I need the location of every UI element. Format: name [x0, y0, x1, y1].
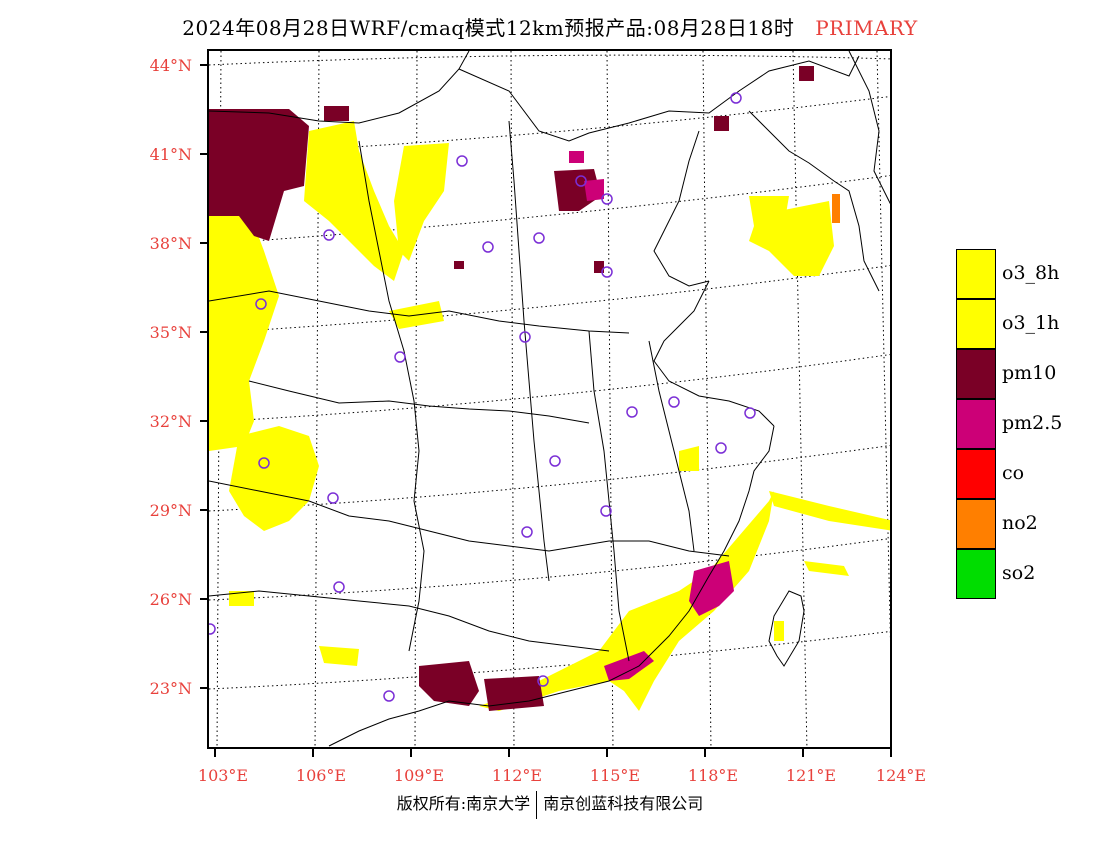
- legend-label: pm10: [1002, 362, 1057, 384]
- lon-label-121: 121°E: [785, 766, 837, 785]
- province-boundaries: [209, 51, 880, 747]
- legend-label: pm2.5: [1002, 412, 1063, 434]
- taiwan-outline: [768, 590, 805, 667]
- lon-label-103: 103°E: [197, 766, 249, 785]
- map-title-primary: PRIMARY: [815, 16, 918, 40]
- lat-tick: [200, 420, 208, 422]
- legend-label: o3_8h: [1002, 262, 1060, 284]
- pm10-regions: [209, 66, 814, 711]
- lat-label-41: 41°N: [149, 145, 192, 164]
- map-title: 2024年08月28日WRF/cmaq模式12km预报产品:08月28日18时 …: [0, 12, 1100, 41]
- coastline: [848, 51, 890, 205]
- lon-tick: [508, 749, 510, 757]
- lon-tick: [410, 749, 412, 757]
- lon-label-124: 124°E: [875, 766, 927, 785]
- legend-label: co: [1002, 462, 1025, 484]
- lon-label-118: 118°E: [687, 766, 739, 785]
- map-canvas: [209, 51, 890, 747]
- lat-tick: [200, 331, 208, 333]
- lat-tick: [200, 153, 208, 155]
- lat-label-32: 32°N: [149, 412, 192, 431]
- legend-label: so2: [1002, 562, 1036, 584]
- latitude-grid: [209, 54, 890, 690]
- lon-tick: [606, 749, 608, 757]
- footer-divider: [536, 790, 538, 819]
- lat-tick: [200, 242, 208, 244]
- lat-label-29: 29°N: [149, 501, 192, 520]
- lat-label-35: 35°N: [149, 323, 192, 342]
- lat-label-38: 38°N: [149, 234, 192, 253]
- legend-label: o3_1h: [1002, 312, 1060, 334]
- lat-tick: [200, 64, 208, 66]
- lon-label-112: 112°E: [491, 766, 543, 785]
- lon-label-109: 109°E: [393, 766, 445, 785]
- legend-swatch: [956, 399, 996, 449]
- lon-label-115: 115°E: [589, 766, 641, 785]
- legend-label: no2: [1002, 512, 1038, 534]
- legend-swatch: [956, 549, 996, 599]
- lat-tick: [200, 687, 208, 689]
- legend-item-o3-8h: o3_8h: [956, 249, 1096, 299]
- legend-swatch: [956, 499, 996, 549]
- lon-tick: [704, 749, 706, 757]
- pm25-regions: [569, 151, 734, 681]
- lat-label-23: 23°N: [149, 679, 192, 698]
- lon-tick: [312, 749, 314, 757]
- legend-item-pm10: pm10: [956, 349, 1096, 399]
- no2-regions: [832, 194, 840, 223]
- city-markers: [209, 92, 756, 702]
- lat-tick: [200, 598, 208, 600]
- legend-item-o3-1h: o3_1h: [956, 299, 1096, 349]
- copyright-footer: 版权所有:南京大学 南京创蓝科技有限公司: [0, 790, 1100, 819]
- lat-label-26: 26°N: [149, 590, 192, 609]
- legend-swatch: [956, 349, 996, 399]
- lon-tick: [214, 749, 216, 757]
- lat-tick: [200, 509, 208, 511]
- legend-item-co: co: [956, 449, 1096, 499]
- legend-swatch: [956, 249, 996, 299]
- legend-item-pm25: pm2.5: [956, 399, 1096, 449]
- lat-label-44: 44°N: [149, 56, 192, 75]
- legend-swatch: [956, 449, 996, 499]
- map-title-main: 2024年08月28日WRF/cmaq模式12km预报产品:08月28日18时: [182, 16, 795, 40]
- forecast-map: [207, 49, 892, 749]
- legend-swatch: [956, 299, 996, 349]
- lon-label-106: 106°E: [295, 766, 347, 785]
- legend-item-no2: no2: [956, 499, 1096, 549]
- legend-item-so2: so2: [956, 549, 1096, 599]
- lon-tick: [890, 749, 892, 757]
- copyright-right: 南京创蓝科技有限公司: [543, 794, 704, 813]
- lon-tick: [802, 749, 804, 757]
- pollutant-legend: o3_8h o3_1h pm10 pm2.5 co no2 so2: [956, 249, 1096, 599]
- copyright-left: 版权所有:南京大学: [396, 794, 531, 813]
